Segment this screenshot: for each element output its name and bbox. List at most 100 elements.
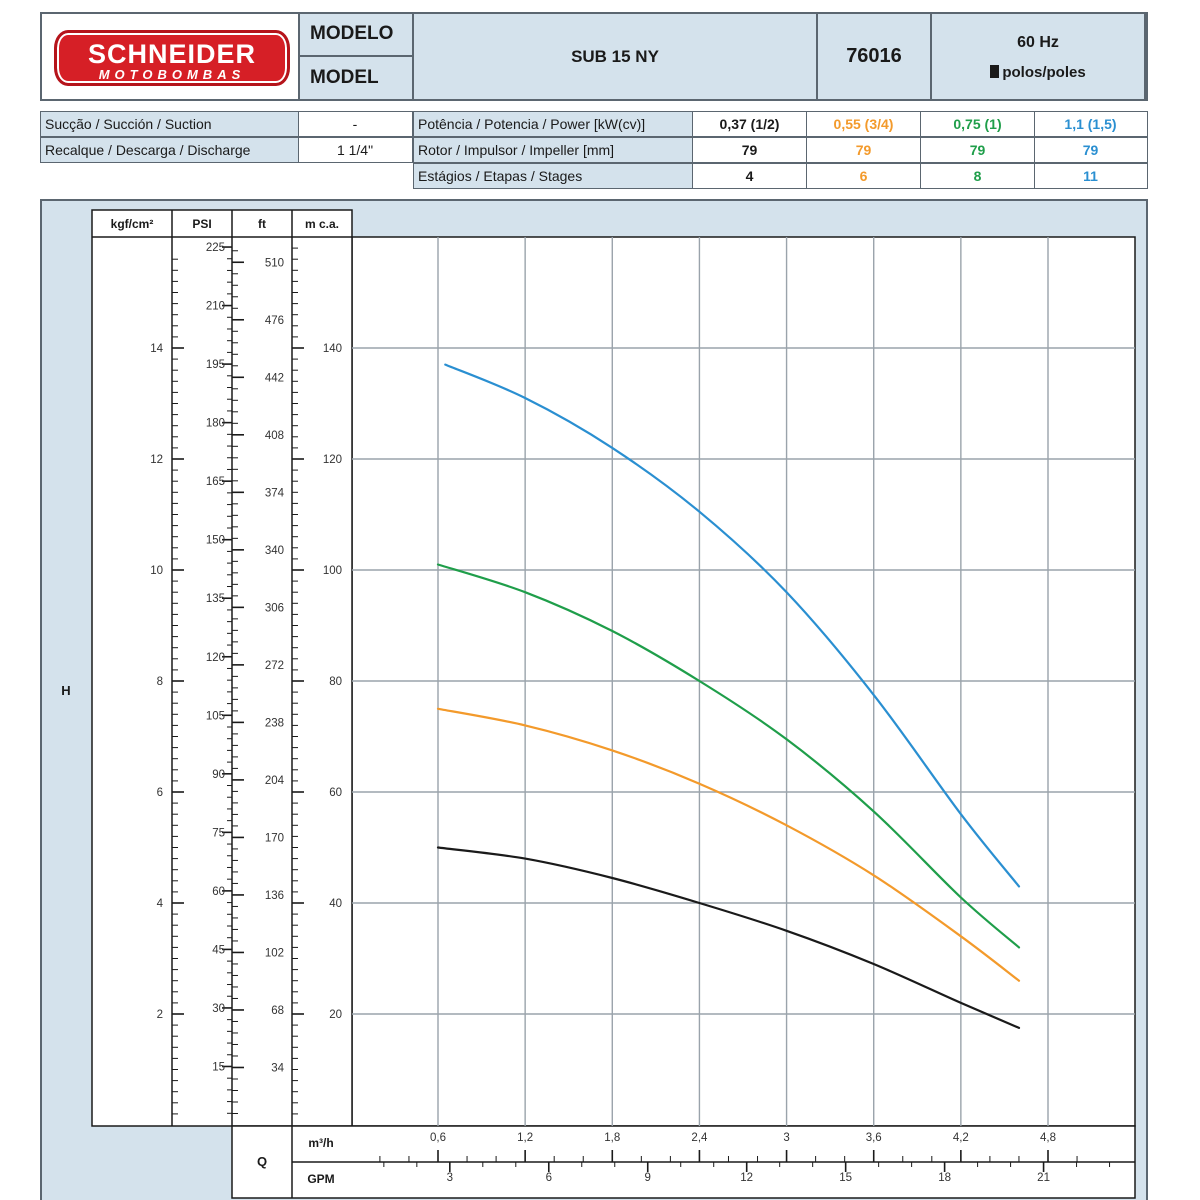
axis-unit-header: kgf/cm² [111,217,154,231]
tick-label-mca: 20 [329,1009,342,1021]
tick-label-psi: 165 [206,476,225,488]
x-axis-title: Q [257,1154,267,1169]
connection-label: Recalque / Descarga / Discharge [41,138,299,162]
brand-logo: SCHNEIDER MOTOBOMBAS [42,14,300,99]
spec-label: Rotor / Impulsor / Impeller [mm] [414,138,693,162]
tick-label-kgf: 10 [150,565,163,577]
spec-value: 0,55 (3/4) [807,112,921,136]
spec-value: 79 [693,138,807,162]
tick-label-m3h: 1,8 [604,1132,620,1144]
y-axis-title: H [61,683,70,698]
tick-label-m3h: 1,2 [517,1132,533,1144]
flow-unit-m3h: m³/h [308,1136,333,1150]
tick-label-ft: 204 [265,775,285,787]
spec-row-impeller: Rotor / Impulsor / Impeller [mm] 79 79 7… [413,137,1148,163]
brand-name: SCHNEIDER [87,39,257,69]
tick-label-gpm: 3 [447,1172,453,1184]
connection-value: 1 1/4" [299,138,411,162]
spec-value: 8 [921,164,1035,188]
connection-value: - [299,112,411,136]
connection-label: Sucção / Succión / Suction [41,112,299,136]
spec-value: 6 [807,164,921,188]
tick-label-kgf: 8 [157,676,163,688]
axis-unit-header: PSI [192,217,211,231]
tick-label-psi: 135 [206,593,225,605]
spec-value: 1,1 (1,5) [1035,112,1146,136]
poles-label: polos/poles [1002,64,1086,81]
tick-label-kgf: 6 [157,787,163,799]
tick-label-gpm: 9 [645,1172,651,1184]
model-code: 76016 [818,14,932,99]
tick-label-ft: 136 [265,890,284,902]
tick-label-gpm: 18 [938,1172,951,1184]
tick-label-ft: 476 [265,315,284,327]
tick-label-psi: 15 [212,1061,225,1073]
tick-label-psi: 90 [212,769,225,781]
tick-label-psi: 120 [206,652,225,664]
axis-unit-header: ft [258,217,266,231]
tick-label-psi: 150 [206,535,225,547]
series-line-blue [444,363,1021,888]
tick-label-mca: 40 [329,898,342,910]
poles-count-mark [990,65,1000,78]
model-label-pt: MODELO [300,14,412,57]
tick-label-m3h: 4,8 [1040,1132,1056,1144]
tick-label-kgf: 4 [157,898,164,910]
tick-label-ft: 272 [265,660,284,672]
spec-value: 4 [693,164,807,188]
tick-label-psi: 195 [206,359,225,371]
tick-label-psi: 210 [206,301,225,313]
tick-label-ft: 170 [265,832,284,844]
tick-label-m3h: 2,4 [691,1132,708,1144]
frequency-cell: 60 Hz polos/poles [932,14,1146,99]
tick-label-ft: 374 [265,487,285,499]
tick-label-mca: 60 [329,787,342,799]
tick-label-kgf: 2 [157,1009,163,1021]
frequency: 60 Hz [1017,34,1059,51]
model-label-en: MODEL [310,66,379,88]
connection-row-suction: Sucção / Succión / Suction - [40,111,413,137]
tick-label-gpm: 12 [740,1172,753,1184]
poles: polos/poles [932,64,1144,81]
tick-label-mca: 120 [323,454,342,466]
tick-label-gpm: 6 [546,1172,552,1184]
series-line-green [436,563,1021,949]
tick-label-psi: 45 [212,944,225,956]
spec-value: 0,37 (1/2) [693,112,807,136]
tick-label-psi: 75 [212,827,225,839]
tick-label-kgf: 12 [150,454,163,466]
tick-label-m3h: 3 [783,1132,789,1144]
tick-label-psi: 225 [206,242,225,254]
tick-label-psi: 60 [212,886,225,898]
tick-label-ft: 408 [265,430,284,442]
tick-label-psi: 180 [206,418,225,430]
spec-label: Estágios / Etapas / Stages [414,164,693,188]
tick-label-kgf: 14 [150,343,163,355]
tick-label-m3h: 4,2 [953,1132,969,1144]
tick-label-mca: 80 [329,676,342,688]
model-name: SUB 15 NY [414,14,818,99]
tick-label-ft: 306 [265,602,284,614]
tick-label-ft: 340 [265,545,284,557]
spec-label: Potência / Potencia / Power [kW(cv)] [414,112,693,136]
spec-value: 79 [1035,138,1146,162]
connection-row-discharge: Recalque / Descarga / Discharge 1 1/4" [40,137,413,163]
tick-label-mca: 100 [323,565,342,577]
tick-label-gpm: 15 [839,1172,852,1184]
tick-label-m3h: 3,6 [866,1132,882,1144]
tick-label-ft: 34 [271,1062,284,1074]
axis-unit-header: m c.a. [305,217,339,231]
spec-row-stages: Estágios / Etapas / Stages 4 6 8 11 [413,163,1148,189]
series-line-black [436,846,1021,1029]
spec-value: 11 [1035,164,1146,188]
tick-label-gpm: 21 [1037,1172,1050,1184]
brand-subtitle: MOTOBOMBAS [98,67,246,82]
tick-label-ft: 68 [271,1005,284,1017]
flow-unit-gpm: GPM [307,1172,334,1186]
logo-badge: SCHNEIDER MOTOBOMBAS [54,30,290,86]
tick-label-psi: 105 [206,710,225,722]
tick-label-ft: 238 [265,717,284,729]
tick-label-m3h: 0,6 [430,1132,446,1144]
spec-value: 79 [807,138,921,162]
